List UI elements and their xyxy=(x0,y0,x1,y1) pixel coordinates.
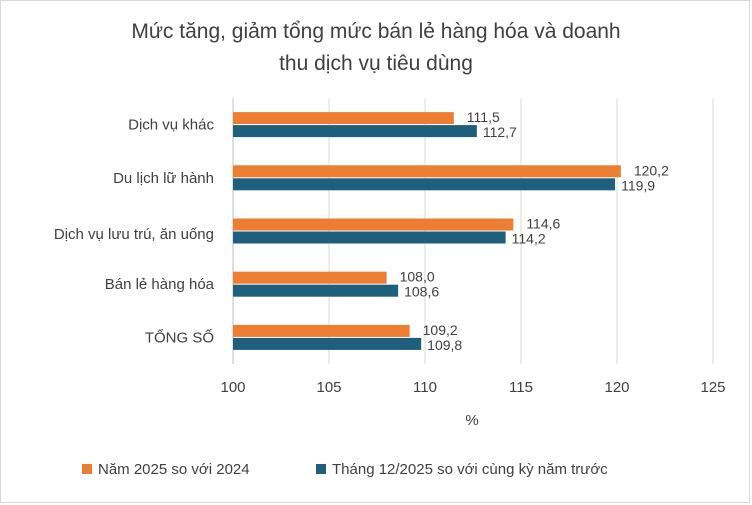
bar-series0-4 xyxy=(233,324,410,337)
x-axis-title: % xyxy=(465,412,478,429)
chart-title-line-2: thu dịch vụ tiêu dùng xyxy=(279,52,473,75)
chart-title-line-1: Mức tăng, giảm tổng mức bán lẻ hàng hóa … xyxy=(131,20,621,43)
x-tick-label-100: 100 xyxy=(220,379,245,396)
bar-series0-0 xyxy=(233,112,454,125)
bar-series1-3 xyxy=(233,284,399,297)
bar-series0-1 xyxy=(233,165,621,178)
bar-series1-0 xyxy=(233,125,477,138)
data-label-series1-1: 119,9 xyxy=(621,177,655,193)
x-tick-label-110: 110 xyxy=(413,379,437,396)
data-label-series1-2: 114,2 xyxy=(512,231,546,247)
data-label-series0-1: 120,2 xyxy=(634,162,669,178)
category-label-4: TỔNG SỐ xyxy=(145,328,214,346)
x-tick-label-105: 105 xyxy=(316,379,341,396)
data-label-series0-4: 109,2 xyxy=(423,322,458,338)
chart-title: Mức tăng, giảm tổng mức bán lẻ hàng hóa … xyxy=(0,16,752,80)
data-label-series1-3: 108,6 xyxy=(404,284,439,300)
bar-series1-2 xyxy=(233,231,506,244)
x-tick-label-115: 115 xyxy=(509,379,533,396)
legend-swatch-1 xyxy=(316,464,326,474)
bar-series0-3 xyxy=(233,271,387,284)
bar-series0-2 xyxy=(233,218,514,231)
legend-swatch-0 xyxy=(82,464,92,474)
data-label-series1-4: 109,8 xyxy=(427,337,462,353)
x-tick-label-125: 125 xyxy=(700,379,725,396)
bar-series1-1 xyxy=(233,178,616,191)
category-label-1: Du lịch lữ hành xyxy=(113,170,214,187)
category-label-3: Bán lẻ hàng hóa xyxy=(105,276,215,293)
bar-series1-4 xyxy=(233,337,422,350)
category-label-2: Dịch vụ lưu trú, ăn uống xyxy=(54,226,214,243)
category-label-0: Dịch vụ khác xyxy=(128,117,214,134)
data-label-series0-0: 111,5 xyxy=(467,109,500,125)
data-label-series0-3: 108,0 xyxy=(400,269,435,285)
data-label-series0-2: 114,6 xyxy=(526,216,560,232)
legend-label-1: Tháng 12/2025 so với cùng kỳ năm trước xyxy=(332,461,608,478)
data-label-series1-0: 112,7 xyxy=(483,124,517,140)
legend-label-0: Năm 2025 so với 2024 xyxy=(98,461,250,478)
x-tick-label-120: 120 xyxy=(604,379,629,396)
